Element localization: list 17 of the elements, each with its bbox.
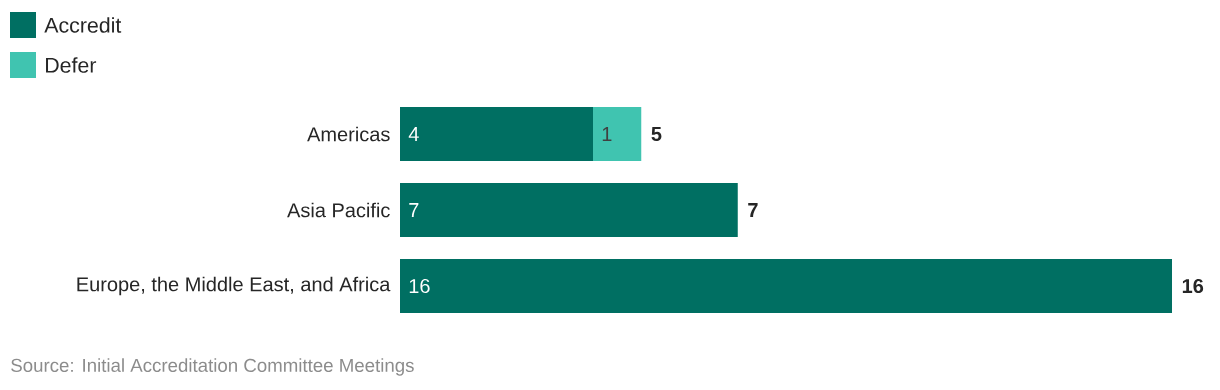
data-label: 16: [409, 278, 430, 294]
total-label: 16: [1182, 278, 1204, 294]
y-tick-label: Europe, the Middle East, and Africa: [77, 276, 391, 296]
bar: [593, 107, 642, 161]
data-label: 1: [602, 127, 612, 141]
data-label: 7: [409, 203, 419, 217]
legend-label: Accredit: [44, 17, 122, 33]
source-note: Source: Initial Accreditation Committee Meetings: [11, 358, 414, 376]
y-tick-label: Asia Pacific: [287, 202, 390, 218]
total-label: 7: [748, 203, 758, 217]
bar: [400, 107, 593, 161]
data-label: 4: [408, 127, 419, 141]
y-tick-label: Americas: [307, 126, 390, 142]
bar: [400, 183, 738, 237]
total-label: 5: [651, 127, 662, 141]
bar: [400, 259, 1172, 313]
legend-label: Defer: [46, 57, 97, 73]
